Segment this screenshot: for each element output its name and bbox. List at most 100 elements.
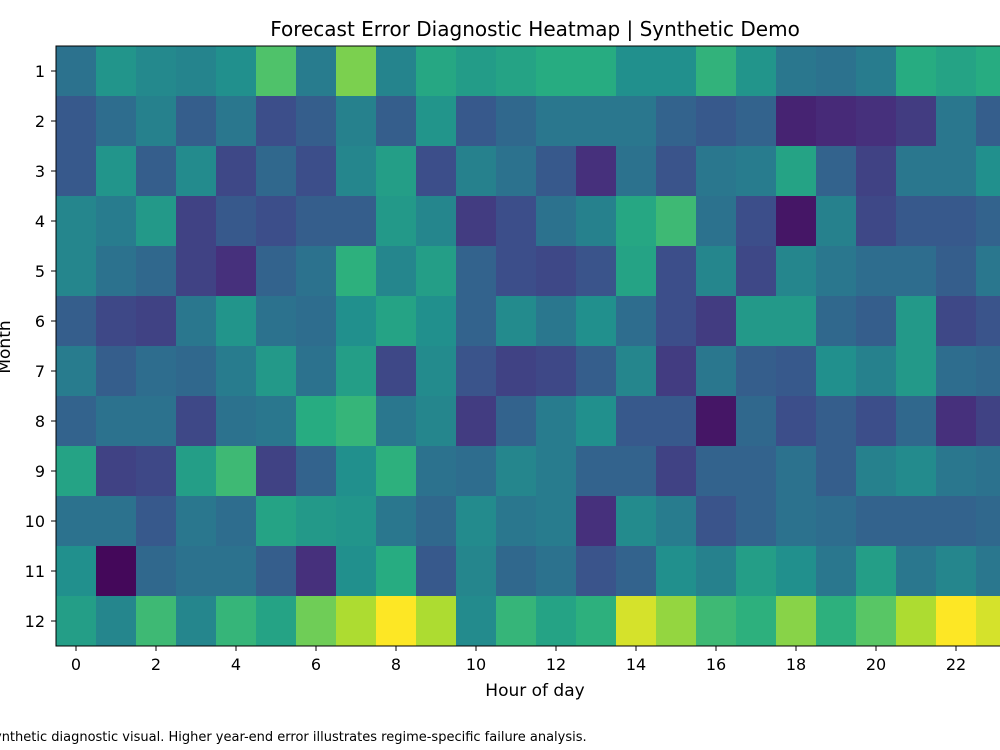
heatmap-cell [936, 346, 977, 397]
heatmap-cell [416, 496, 457, 547]
heatmap-cell [936, 546, 977, 597]
heatmap-cell [656, 596, 697, 647]
heatmap-cell [616, 96, 657, 147]
heatmap-cell [696, 46, 737, 97]
heatmap-cell [856, 446, 897, 497]
y-tick-label: 8 [35, 412, 45, 431]
heatmap-cell [336, 196, 377, 247]
heatmap-cell [256, 146, 297, 197]
heatmap-cell [336, 596, 377, 647]
heatmap-cell [776, 46, 817, 97]
heatmap-cell [136, 596, 177, 647]
heatmap-cell [296, 146, 337, 197]
y-tick-label: 11 [25, 562, 45, 581]
heatmap-cell [376, 446, 417, 497]
heatmap-cell [976, 196, 1000, 247]
heatmap-cell [696, 396, 737, 447]
heatmap-cell [56, 346, 97, 397]
heatmap-cell [776, 196, 817, 247]
heatmap-cell [176, 146, 217, 197]
heatmap-cell [56, 296, 97, 347]
heatmap-cell [576, 546, 617, 597]
heatmap-cell [256, 346, 297, 397]
heatmap-cell [616, 46, 657, 97]
heatmap-cell [536, 246, 577, 297]
heatmap-cell [96, 146, 137, 197]
heatmap-cell [656, 246, 697, 297]
heatmap-cell [776, 396, 817, 447]
heatmap-cell [536, 596, 577, 647]
heatmap-cell [816, 496, 857, 547]
heatmap-cell [176, 396, 217, 447]
heatmap-cell [696, 146, 737, 197]
heatmap-cell [56, 596, 97, 647]
heatmap-cell [216, 196, 257, 247]
heatmap-cell [376, 296, 417, 347]
heatmap-cell [96, 346, 137, 397]
heatmap-cell [616, 446, 657, 497]
heatmap-cell [816, 146, 857, 197]
heatmap-cell [336, 96, 377, 147]
heatmap-cell [576, 46, 617, 97]
heatmap-cell [336, 296, 377, 347]
heatmap-cell [536, 296, 577, 347]
heatmap-cell [856, 46, 897, 97]
heatmap-cell [296, 346, 337, 397]
heatmap-cell [816, 246, 857, 297]
heatmap-cell [496, 46, 537, 97]
heatmap-cell [656, 396, 697, 447]
heatmap-cell [376, 46, 417, 97]
heatmap-cell [616, 296, 657, 347]
heatmap-cell [776, 446, 817, 497]
x-tick-label: 8 [391, 655, 401, 674]
heatmap-cell [896, 196, 937, 247]
heatmap-cell [576, 446, 617, 497]
y-tick-label: 4 [35, 212, 45, 231]
heatmap-cell [256, 96, 297, 147]
heatmap-cell [976, 396, 1000, 447]
heatmap-cell [256, 596, 297, 647]
heatmap-cell [536, 496, 577, 547]
heatmap-cell [416, 296, 457, 347]
heatmap-cell [416, 546, 457, 597]
y-tick-label: 7 [35, 362, 45, 381]
x-tick-label: 20 [866, 655, 886, 674]
heatmap-cell [656, 96, 697, 147]
heatmap-cell [736, 296, 777, 347]
heatmap-cell [456, 196, 497, 247]
heatmap-cell [936, 596, 977, 647]
heatmap-cell [416, 146, 457, 197]
y-tick-label: 10 [25, 512, 45, 531]
heatmap-cell [416, 596, 457, 647]
heatmap-cell [856, 396, 897, 447]
heatmap-cell [736, 196, 777, 247]
heatmap-cell [816, 546, 857, 597]
heatmap-cell [456, 396, 497, 447]
heatmap-cell [776, 246, 817, 297]
heatmap-cell [776, 146, 817, 197]
heatmap-cell [616, 346, 657, 397]
plot-frame [55, 45, 1000, 647]
heatmap-cell [456, 146, 497, 197]
heatmap-cell [856, 496, 897, 547]
heatmap-cell [296, 446, 337, 497]
heatmap-cell [656, 46, 697, 97]
heatmap-cell [816, 296, 857, 347]
heatmap-cell [616, 146, 657, 197]
heatmap-cell [776, 96, 817, 147]
heatmap-cell [336, 346, 377, 397]
heatmap-cell [416, 246, 457, 297]
y-tick-label: 5 [35, 262, 45, 281]
heatmap-cell [896, 446, 937, 497]
heatmap-cell [656, 546, 697, 597]
heatmap-cell [976, 46, 1000, 97]
heatmap-cell [96, 46, 137, 97]
heatmap-cell [96, 196, 137, 247]
x-tick-label: 0 [71, 655, 81, 674]
heatmap-cell [376, 96, 417, 147]
heatmap-cell [376, 596, 417, 647]
heatmap-cell [576, 96, 617, 147]
heatmap-cell [896, 396, 937, 447]
